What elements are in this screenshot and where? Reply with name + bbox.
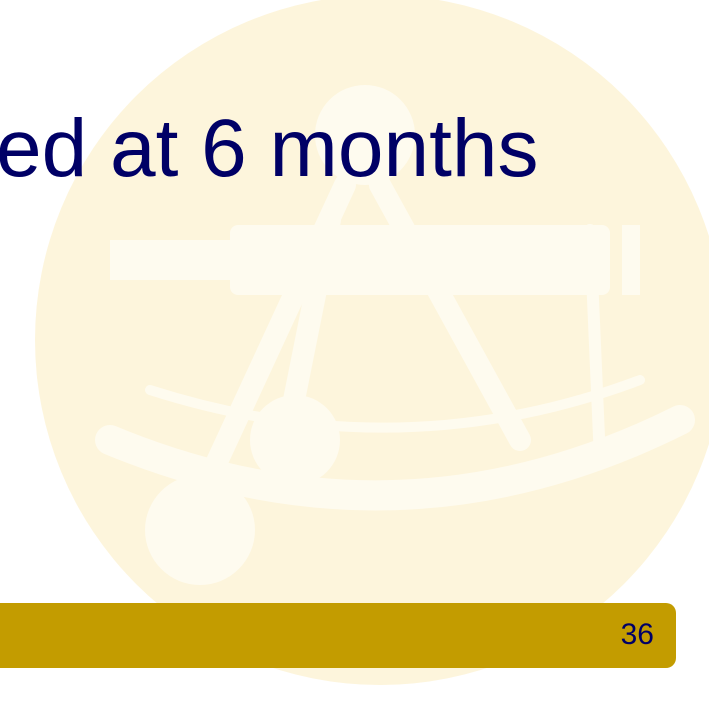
page-number: 36 <box>620 618 654 651</box>
slide-title: ed at 6 months <box>0 103 539 194</box>
footer-bar: 36 <box>0 603 676 668</box>
